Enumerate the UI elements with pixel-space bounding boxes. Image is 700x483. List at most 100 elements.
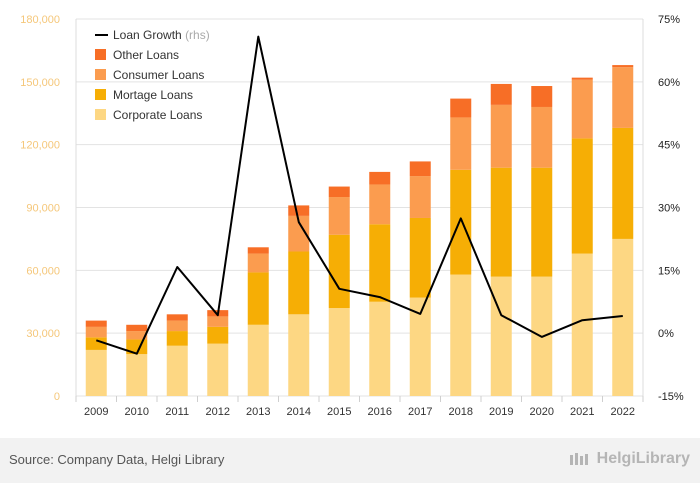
x-axis: 2009 2010 2011 2012 2013 2014 2015 2016 2017 2018… bbox=[75, 396, 644, 418]
bar-corporate-loans bbox=[207, 343, 229, 396]
bar-consumer-loans bbox=[490, 104, 512, 168]
bar-consumer-loans bbox=[531, 106, 553, 168]
y-left-tick-label: 90,000 bbox=[26, 203, 60, 215]
bar-mortage-loans bbox=[531, 167, 553, 277]
bar-corporate-loans bbox=[328, 308, 350, 396]
bar-corporate-loans bbox=[571, 253, 593, 396]
bar-consumer-loans bbox=[409, 176, 431, 218]
x-tick-label: 2019 bbox=[489, 406, 513, 418]
x-tick-label: 2014 bbox=[287, 406, 311, 418]
bar-consumer-loans bbox=[369, 184, 391, 225]
x-tick-label: 2018 bbox=[449, 406, 473, 418]
bar-mortage-loans bbox=[450, 169, 472, 275]
legend-swatch-consumer-loans bbox=[95, 69, 106, 80]
bar-mortage-loans bbox=[571, 138, 593, 254]
y-left-tick-label: 30,000 bbox=[26, 328, 60, 340]
legend-swatch-corporate-loans bbox=[95, 109, 106, 120]
bar-consumer-loans bbox=[247, 253, 269, 273]
bar-corporate-loans bbox=[612, 238, 634, 396]
bar-corporate-loans bbox=[450, 274, 472, 396]
legend-label-corporate-loans: Corporate Loans bbox=[113, 108, 202, 122]
bar-mortage-loans bbox=[369, 224, 391, 302]
bar-other-loans bbox=[571, 77, 593, 80]
y-right-tick-label: 60% bbox=[658, 77, 680, 89]
bar-mortage-loans bbox=[288, 251, 310, 315]
left-axis: 0 30,000 60,000 90,000 120,000 150,000 180,000 bbox=[20, 14, 77, 403]
legend-label-consumer-loans: Consumer Loans bbox=[113, 68, 204, 82]
library-logo-icon bbox=[569, 453, 588, 465]
bar-other-loans bbox=[288, 205, 310, 216]
bar-mortage-loans bbox=[207, 326, 229, 344]
loan-chart: 0 30,000 60,000 90,000 120,000 150,000 180,000… bbox=[20, 14, 684, 418]
bar-consumer-loans bbox=[288, 215, 310, 252]
y-right-tick-label: 15% bbox=[658, 265, 680, 277]
brand-name: HelgiLibrary bbox=[596, 450, 690, 467]
bar-mortage-loans bbox=[612, 127, 634, 239]
legend-label-mortage-loans: Mortage Loans bbox=[113, 88, 193, 102]
source-note: Source: Company Data, Helgi Library bbox=[9, 452, 225, 467]
bar-other-loans bbox=[612, 65, 634, 68]
bar-corporate-loans bbox=[247, 324, 269, 396]
loan-growth-line-layer bbox=[95, 35, 623, 355]
bar-mortage-loans bbox=[85, 337, 107, 350]
bar-consumer-loans bbox=[612, 67, 634, 128]
y-right-tick-label: 0% bbox=[658, 328, 674, 340]
x-tick-label: 2013 bbox=[246, 406, 270, 418]
bar-mortage-loans bbox=[328, 234, 350, 309]
y-right-tick-label: -15% bbox=[658, 391, 684, 403]
legend-swatch-mortage-loans bbox=[95, 89, 106, 100]
x-tick-label: 2016 bbox=[368, 406, 392, 418]
bar-consumer-loans bbox=[166, 320, 188, 332]
y-left-tick-label: 180,000 bbox=[20, 14, 60, 26]
bar-other-loans bbox=[450, 98, 472, 118]
bar-corporate-loans bbox=[166, 345, 188, 396]
bar-other-loans bbox=[166, 314, 188, 321]
x-tick-label: 2010 bbox=[125, 406, 149, 418]
bar-consumer-loans bbox=[126, 331, 148, 340]
bar-consumer-loans bbox=[450, 117, 472, 170]
bar-mortage-loans bbox=[490, 167, 512, 277]
x-tick-label: 2020 bbox=[530, 406, 554, 418]
bar-mortage-loans bbox=[409, 217, 431, 298]
bar-other-loans bbox=[369, 171, 391, 185]
x-tick-label: 2015 bbox=[327, 406, 351, 418]
y-left-tick-label: 0 bbox=[54, 391, 60, 403]
bar-other-loans bbox=[531, 86, 553, 107]
bar-mortage-loans bbox=[247, 272, 269, 325]
bar-corporate-loans bbox=[288, 314, 310, 396]
bar-other-loans bbox=[247, 247, 269, 254]
legend-label-other-loans: Other Loans bbox=[113, 48, 179, 62]
bar-consumer-loans bbox=[207, 316, 229, 327]
y-right-tick-label: 45% bbox=[658, 140, 680, 152]
y-right-tick-label: 30% bbox=[658, 203, 680, 215]
x-tick-label: 2022 bbox=[611, 406, 635, 418]
right-axis: -15% 0% 15% 30% 45% 60% 75% bbox=[642, 14, 684, 403]
y-left-tick-label: 120,000 bbox=[20, 140, 60, 152]
bar-other-loans bbox=[126, 324, 148, 332]
legend-label-loan-growth: Loan Growth (rhs) bbox=[113, 28, 210, 42]
x-tick-label: 2021 bbox=[570, 406, 594, 418]
bar-mortage-loans bbox=[166, 331, 188, 346]
y-left-tick-label: 60,000 bbox=[26, 265, 60, 277]
footer: Source: Company Data, Helgi Library Helg… bbox=[0, 438, 700, 483]
legend: Loan Growth (rhs) Other Loans Consumer L… bbox=[95, 28, 210, 122]
legend-swatch-other-loans bbox=[95, 49, 106, 60]
brand-logo: HelgiLibrary bbox=[569, 450, 690, 468]
bar-corporate-loans bbox=[490, 276, 512, 396]
bar-other-loans bbox=[490, 83, 512, 105]
bar-other-loans bbox=[409, 161, 431, 177]
y-right-tick-label: 75% bbox=[658, 14, 680, 26]
bar-corporate-loans bbox=[85, 349, 107, 396]
x-tick-label: 2017 bbox=[408, 406, 432, 418]
bar-other-loans bbox=[85, 320, 107, 327]
loan-growth-line bbox=[95, 35, 623, 355]
x-tick-label: 2009 bbox=[84, 406, 108, 418]
bar-corporate-loans bbox=[409, 297, 431, 396]
y-left-tick-label: 150,000 bbox=[20, 77, 60, 89]
bar-consumer-loans bbox=[328, 197, 350, 235]
bar-other-loans bbox=[328, 186, 350, 198]
bar-corporate-loans bbox=[126, 354, 148, 396]
bar-consumer-loans bbox=[571, 79, 593, 139]
x-tick-label: 2011 bbox=[165, 406, 189, 418]
x-tick-label: 2012 bbox=[206, 406, 230, 418]
